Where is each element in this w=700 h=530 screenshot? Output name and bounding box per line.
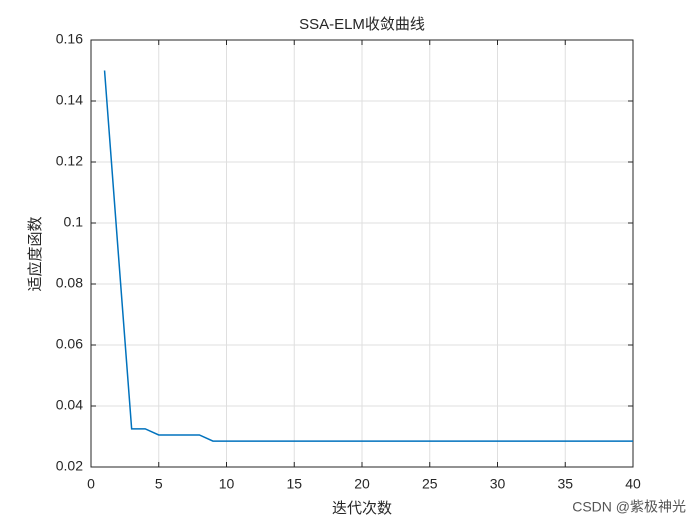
y-tick-label: 0.06 — [56, 336, 83, 352]
y-tick-label: 0.16 — [56, 31, 83, 47]
y-axis-label: 适应度函数 — [26, 216, 44, 291]
y-tick-label: 0.14 — [56, 92, 83, 108]
y-tick-label: 0.12 — [56, 153, 83, 169]
x-tick-label: 20 — [354, 476, 370, 492]
y-tick-label: 0.02 — [56, 458, 83, 474]
x-tick-label: 10 — [219, 476, 235, 492]
x-axis-label: 迭代次数 — [332, 500, 392, 517]
y-tick-label: 0.1 — [64, 214, 84, 230]
chart-title: SSA-ELM收敛曲线 — [299, 16, 425, 33]
x-tick-label: 40 — [625, 476, 641, 492]
x-tick-label: 30 — [490, 476, 506, 492]
watermark: CSDN @紫极神光 — [572, 499, 686, 515]
data-line — [103, 70, 633, 442]
y-tick-label: 0.08 — [56, 275, 83, 291]
plot-frame — [90, 39, 634, 468]
y-tick-label: 0.04 — [56, 397, 83, 413]
x-tick-label: 0 — [87, 476, 95, 492]
x-tick-label: 25 — [422, 476, 438, 492]
x-tick-label: 5 — [155, 476, 163, 492]
x-tick-label: 15 — [286, 476, 302, 492]
x-tick-label: 35 — [557, 476, 573, 492]
